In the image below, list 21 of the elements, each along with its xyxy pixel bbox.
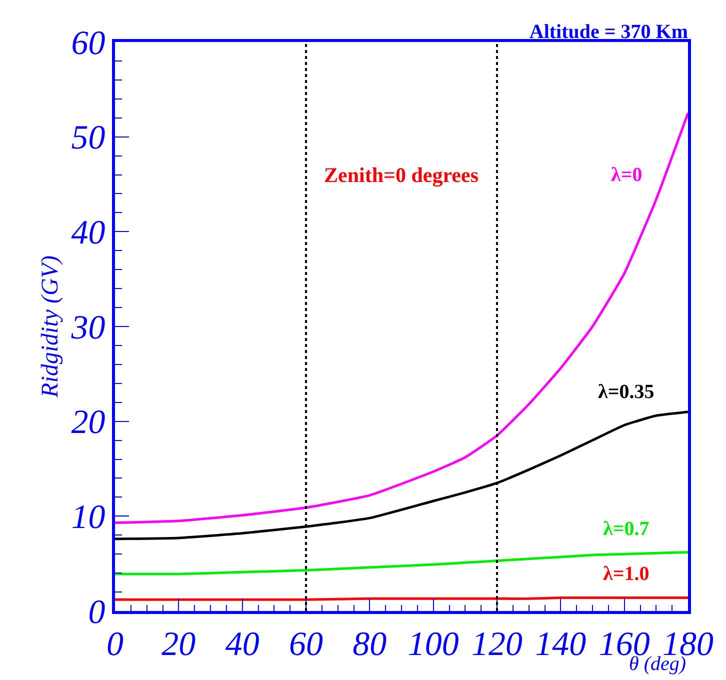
x-tick-label: 60 xyxy=(289,626,323,663)
series-label: λ=0.7 xyxy=(603,518,650,540)
series-label: λ=0 xyxy=(611,164,642,186)
x-tick-label: 100 xyxy=(408,626,459,663)
x-tick-label: 120 xyxy=(472,626,522,663)
series-label: λ=0.35 xyxy=(598,381,654,403)
y-tick-label: 30 xyxy=(70,309,106,346)
y-tick-label: 20 xyxy=(71,404,106,442)
x-tick-label: 40 xyxy=(225,626,260,663)
series-label: λ=1.0 xyxy=(603,563,650,585)
x-tick-label: 140 xyxy=(535,626,586,663)
y-tick-label: 50 xyxy=(71,120,106,157)
y-tick-label: 40 xyxy=(71,214,106,252)
chart-title: Altitude = 370 Km xyxy=(529,21,688,43)
annotation: Zenith=0 degrees xyxy=(324,163,478,187)
y-axis-title: Ridgidity (GV) xyxy=(37,256,64,398)
x-tick-label: 80 xyxy=(352,626,387,663)
y-tick-label: 0 xyxy=(88,594,106,631)
x-tick-label: 20 xyxy=(162,626,196,663)
y-tick-label: 60 xyxy=(71,24,106,62)
y-tick-label: 10 xyxy=(71,499,106,536)
